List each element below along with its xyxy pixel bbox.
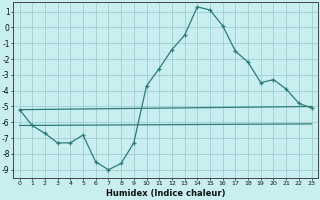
- X-axis label: Humidex (Indice chaleur): Humidex (Indice chaleur): [106, 189, 225, 198]
